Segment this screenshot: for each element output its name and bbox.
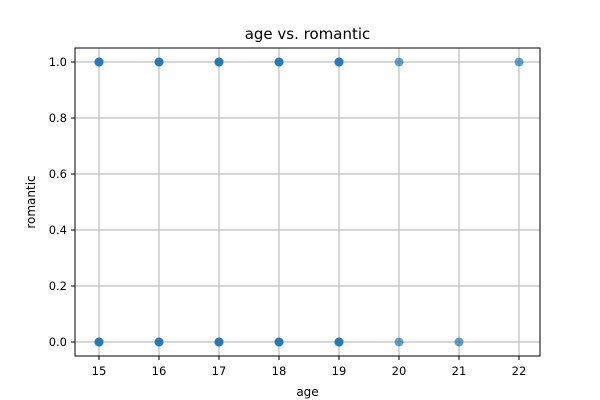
x-tick-label: 19: [332, 364, 347, 378]
y-tick-label: 0.6: [49, 167, 67, 181]
ticks-layer: 15 16 17 18 19 20 21 22 0.0 0.2 0.4 0.6 0.8 1.0: [49, 55, 527, 378]
y-tick-label: 0.4: [49, 223, 67, 237]
y-tick-label: 0.8: [49, 111, 67, 125]
data-point: [214, 337, 224, 347]
data-point: [394, 57, 404, 67]
x-tick-label: 17: [212, 364, 227, 378]
data-point: [514, 57, 524, 67]
x-tick-label: 22: [512, 364, 527, 378]
data-point: [394, 337, 404, 347]
points-layer: [94, 57, 524, 347]
data-point: [94, 57, 104, 67]
x-axis-label: age: [296, 385, 318, 399]
y-tick-label: 0.0: [49, 335, 67, 349]
chart-title: age vs. romantic: [245, 25, 371, 43]
y-axis-label: romantic: [24, 175, 38, 228]
grid-layer: [75, 48, 540, 356]
data-point: [154, 337, 164, 347]
y-tick-label: 0.2: [49, 279, 67, 293]
y-tick-label: 1.0: [49, 55, 67, 69]
data-point: [334, 337, 344, 347]
plot-frame: [74, 47, 541, 357]
data-point: [94, 337, 104, 347]
data-point: [274, 57, 284, 67]
data-point: [214, 57, 224, 67]
x-tick-label: 16: [152, 364, 167, 378]
x-tick-label: 21: [452, 364, 467, 378]
data-point: [334, 57, 344, 67]
data-point: [454, 337, 464, 347]
x-tick-label: 15: [92, 364, 107, 378]
x-tick-label: 18: [272, 364, 287, 378]
data-point: [154, 57, 164, 67]
data-point: [274, 337, 284, 347]
x-tick-label: 20: [392, 364, 407, 378]
